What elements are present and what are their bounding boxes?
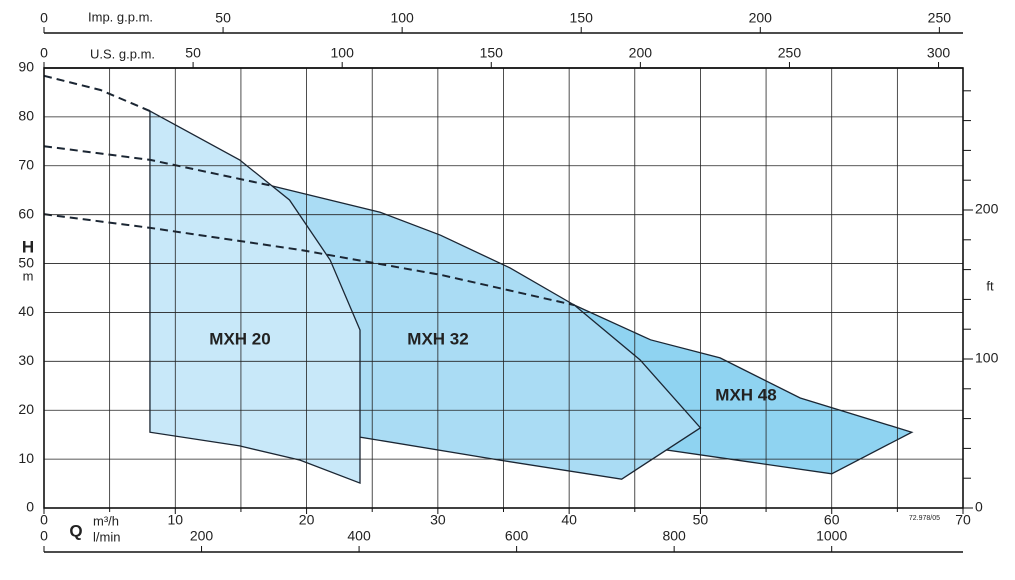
top-tick-label: 100 (331, 45, 355, 61)
lmin-tick-label: 1000 (816, 528, 847, 544)
x-tick-label: 70 (955, 512, 971, 528)
y-tick-label: 20 (18, 401, 34, 417)
top-tick-label: 200 (629, 45, 653, 61)
y-tick-label: 30 (18, 352, 34, 368)
dashed-curve (43, 145, 271, 187)
y-tick-label: 80 (18, 108, 34, 124)
y-tick-label: 90 (18, 59, 34, 75)
top-tick-label: 250 (928, 10, 952, 26)
x-tick-label: 50 (693, 512, 709, 528)
x-tick-label: 40 (561, 512, 577, 528)
y-tick-label: 60 (18, 205, 34, 221)
top-tick-label: 50 (185, 45, 201, 61)
y-tick-label: 70 (18, 156, 34, 172)
dashed-curve (43, 74, 151, 112)
top-tick-label: 0 (40, 45, 48, 61)
x-tick-label: 20 (299, 512, 315, 528)
y-tick-label: 0 (26, 499, 34, 515)
top-tick-label: 300 (927, 45, 951, 61)
y-tick-label: 50 (18, 254, 34, 270)
y-tick-label: 40 (18, 303, 34, 319)
region-label: MXH 48 (715, 385, 776, 404)
x-axis-label: m³/h (93, 513, 119, 528)
top-tick-label: 150 (480, 45, 504, 61)
y2-axis-label: ft (986, 278, 994, 293)
y-axis-label: H (22, 237, 34, 256)
lmin-tick-label: 400 (347, 528, 371, 544)
region-label: MXH 20 (209, 329, 270, 348)
lmin-tick-label: 200 (190, 528, 214, 544)
y2-tick-label: 100 (975, 350, 999, 366)
top-tick-label: 100 (390, 10, 414, 26)
us-axis-label: U.S. g.p.m. (90, 46, 155, 61)
x-tick-label: 60 (824, 512, 840, 528)
x-tick-label: 0 (40, 512, 48, 528)
x-tick-label: 10 (167, 512, 183, 528)
y2-tick-label: 0 (975, 499, 983, 515)
imp-axis-label: Imp. g.p.m. (88, 9, 153, 24)
top-tick-label: 200 (749, 10, 773, 26)
top-tick-label: 50 (215, 10, 231, 26)
y-tick-label: 10 (18, 450, 34, 466)
y2-tick-label: 200 (975, 201, 999, 217)
lmin-tick-label: 0 (40, 528, 48, 544)
dashed-curve (43, 213, 575, 307)
lmin-axis-label: l/min (93, 529, 120, 544)
top-tick-label: 250 (778, 45, 802, 61)
q-label: Q (69, 521, 82, 540)
top-tick-label: 0 (40, 10, 48, 26)
top-tick-label: 150 (570, 10, 594, 26)
regions (43, 74, 914, 485)
region (149, 109, 361, 485)
y-axis-unit: m (23, 268, 34, 283)
region (268, 184, 702, 480)
lmin-tick-label: 800 (662, 528, 686, 544)
code-note: 72.978/05 (909, 515, 940, 522)
x-tick-label: 30 (430, 512, 446, 528)
lmin-tick-label: 600 (505, 528, 529, 544)
